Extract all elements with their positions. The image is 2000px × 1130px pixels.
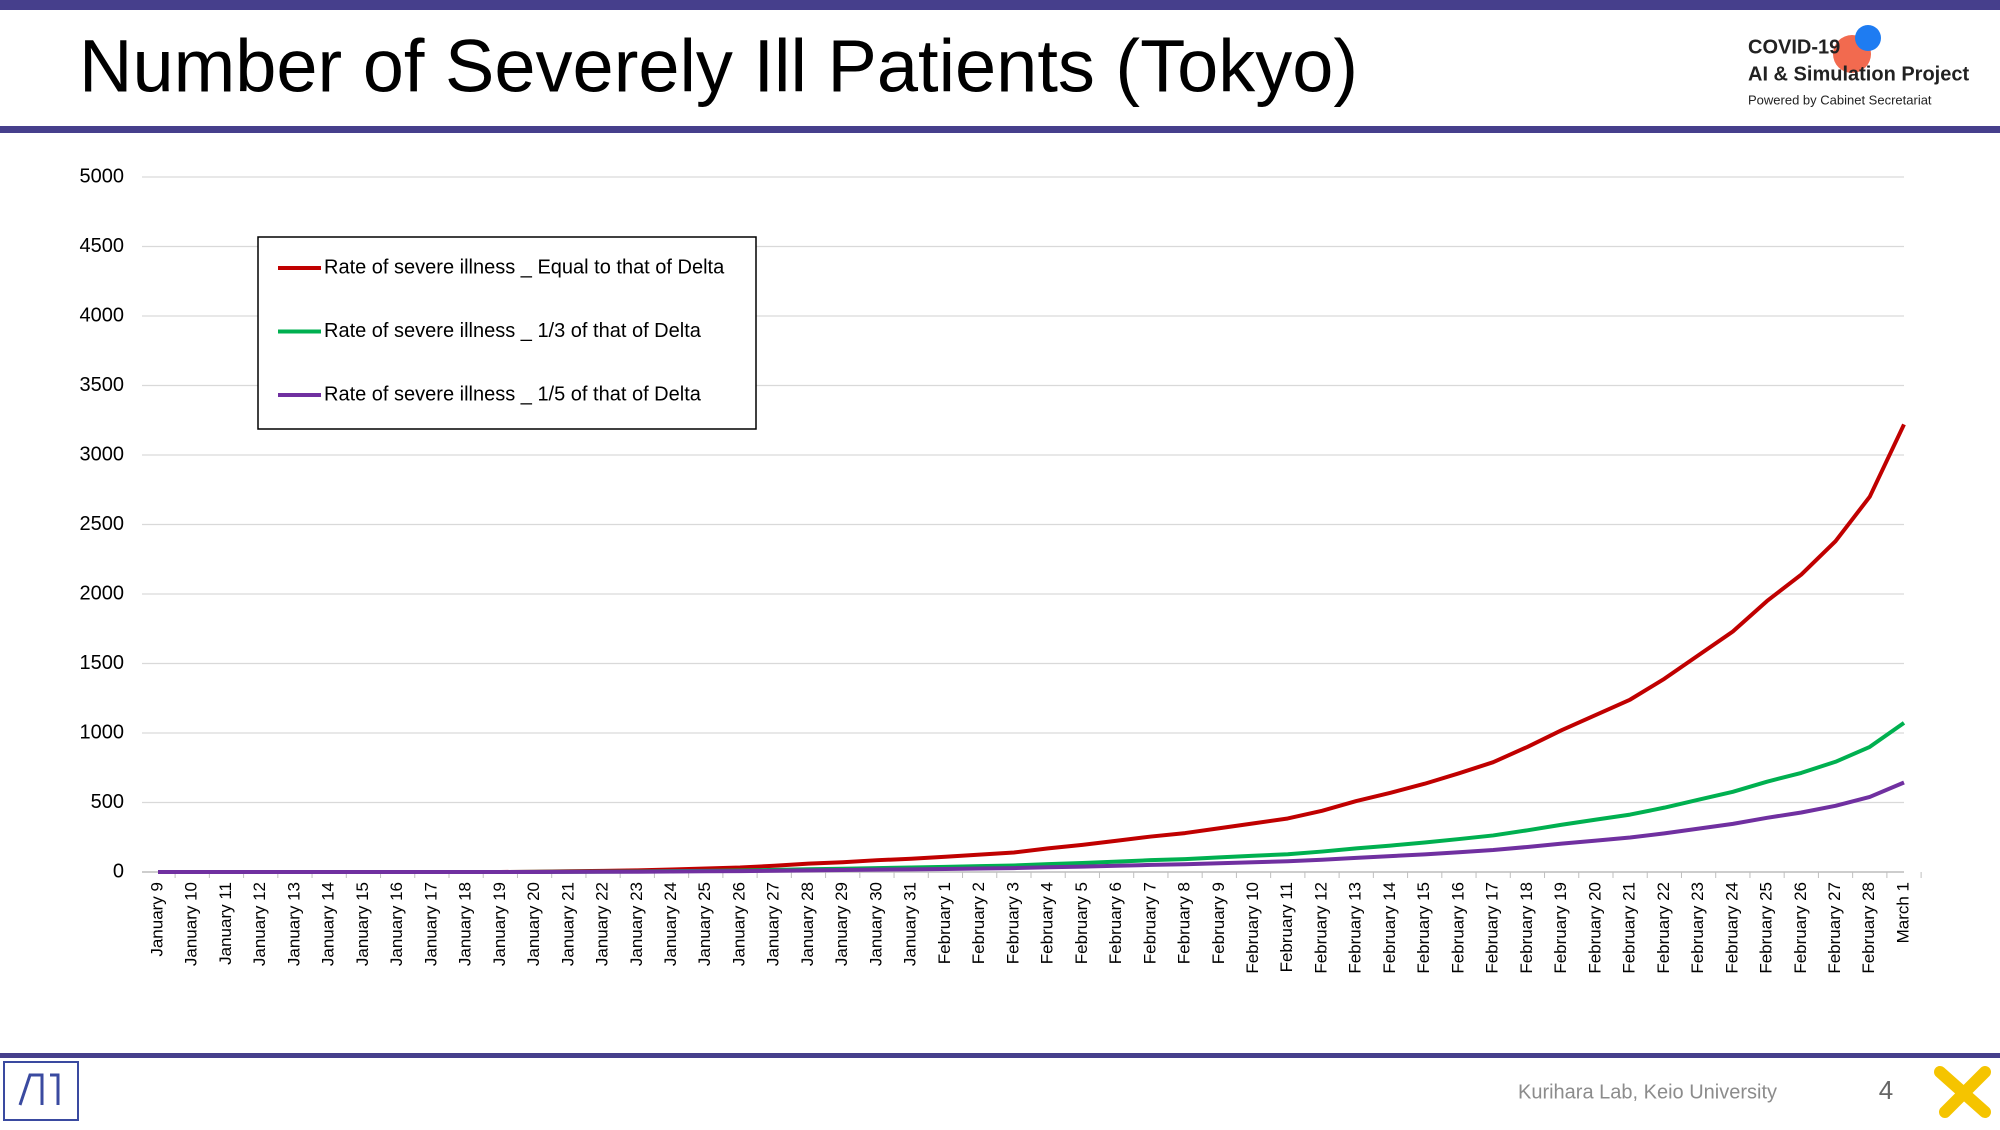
plot-area: 0 500 1000 1500 2000 2500 3000 3500 4000 4500 5000… (80, 165, 1922, 974)
x-tick-label: February 7 (1140, 882, 1159, 964)
y-tick-label: 1000 (80, 721, 125, 743)
x-tick-label: January 9 (147, 882, 166, 957)
top-bar (0, 0, 2000, 10)
slide-title: Number of Severely Ill Patients (Tokyo) (79, 25, 1358, 108)
x-tick-label: February 28 (1859, 882, 1878, 974)
y-tick-label: 500 (91, 791, 124, 813)
x-tick-label: February 9 (1209, 882, 1228, 964)
x-tick-label: February 1 (935, 882, 954, 964)
legend-label: Rate of severe illness _ 1/5 of that of … (324, 383, 702, 405)
corner-logo (1934, 1066, 1991, 1118)
legend-box (257, 236, 757, 430)
x-tick-label: February 27 (1825, 882, 1844, 974)
x-tick-label: February 17 (1483, 882, 1502, 974)
logo-text: COVID-19 (1748, 36, 1840, 58)
legend-label: Rate of severe illness _ 1/3 of that of … (324, 320, 702, 342)
footer-credit: Kurihara Lab, Keio University (1518, 1081, 1777, 1103)
x-tick-label: January 22 (593, 882, 612, 966)
x-tick-label: February 21 (1620, 882, 1639, 974)
header-rule (0, 126, 2000, 133)
x-tick-label: January 31 (901, 882, 920, 966)
x-tick-label: February 25 (1757, 882, 1776, 974)
x-tick-label: February 22 (1654, 882, 1673, 974)
series-line (158, 423, 1906, 874)
y-tick-label: 3000 (80, 443, 125, 465)
x-tick-label: January 21 (558, 882, 577, 966)
footer-rule (0, 1053, 2000, 1058)
x-tick-label: January 28 (798, 882, 817, 966)
x-tick-label: January 25 (695, 882, 714, 966)
x-tick-label: January 19 (490, 882, 509, 966)
lab-logo (3, 1061, 79, 1121)
x-tick-label: February 5 (1072, 882, 1091, 964)
x-tick-label: February 19 (1551, 882, 1570, 974)
x-tick-label: January 10 (182, 882, 201, 966)
x-tick-label: February 20 (1585, 882, 1604, 974)
x-tick-label: February 18 (1517, 882, 1536, 974)
y-tick-label: 2500 (80, 513, 125, 535)
x-tick-label: February 8 (1175, 882, 1194, 964)
logo-text: Powered by Cabinet Secretariat (1748, 92, 1932, 107)
y-tick-label: 1500 (80, 652, 125, 674)
x-tick-label: February 14 (1380, 882, 1399, 974)
y-tick-label: 3500 (80, 374, 125, 396)
x-tick-label: February 13 (1346, 882, 1365, 974)
x-tick-label: February 23 (1688, 882, 1707, 974)
logo-dot (1855, 25, 1881, 51)
x-tick-label: February 6 (1106, 882, 1125, 964)
x-tick-label: January 14 (319, 882, 338, 966)
y-tick-label: 4500 (80, 235, 125, 257)
y-tick-label: 4000 (80, 304, 125, 326)
x-tick-label: January 27 (764, 882, 783, 966)
x-tick-label: January 17 (421, 882, 440, 966)
x-tick-label: January 20 (524, 882, 543, 966)
x-tick-label: February 11 (1277, 882, 1296, 972)
x-tick-label: February 2 (969, 882, 988, 964)
y-tick-label: 5000 (80, 165, 125, 187)
x-tick-label: February 4 (1038, 882, 1057, 964)
legend-label: Rate of severe illness _ Equal to that o… (324, 256, 725, 278)
y-tick-label: 2000 (80, 582, 125, 604)
x-tick-label: January 13 (284, 882, 303, 966)
x-tick-label: January 24 (661, 882, 680, 966)
x-tick-label: February 3 (1003, 882, 1022, 964)
x-tick-label: January 29 (832, 882, 851, 966)
x-tick-label: January 15 (353, 882, 372, 966)
x-tick-label: January 16 (387, 882, 406, 966)
logo-text: AI & Simulation Project (1748, 63, 1969, 85)
page-number: 4 (1879, 1075, 1893, 1105)
x-tick-label: February 15 (1414, 882, 1433, 974)
x-tick-label: January 18 (456, 882, 475, 966)
lab-logo (18, 1073, 60, 1106)
x-tick-label: February 12 (1311, 882, 1330, 974)
x-tick-label: January 12 (250, 882, 269, 966)
x-tick-label: February 10 (1243, 882, 1262, 974)
series-line (158, 780, 1905, 874)
x-tick-label: March 1 (1893, 882, 1912, 943)
x-tick-label: January 26 (729, 882, 748, 966)
x-tick-label: February 24 (1722, 882, 1741, 974)
x-tick-label: January 30 (866, 882, 885, 966)
x-tick-label: January 23 (627, 882, 646, 966)
x-tick-label: February 26 (1791, 882, 1810, 974)
y-tick-label: 0 (113, 860, 124, 882)
x-tick-label: January 11 (216, 882, 235, 965)
x-tick-label: February 16 (1448, 882, 1467, 974)
